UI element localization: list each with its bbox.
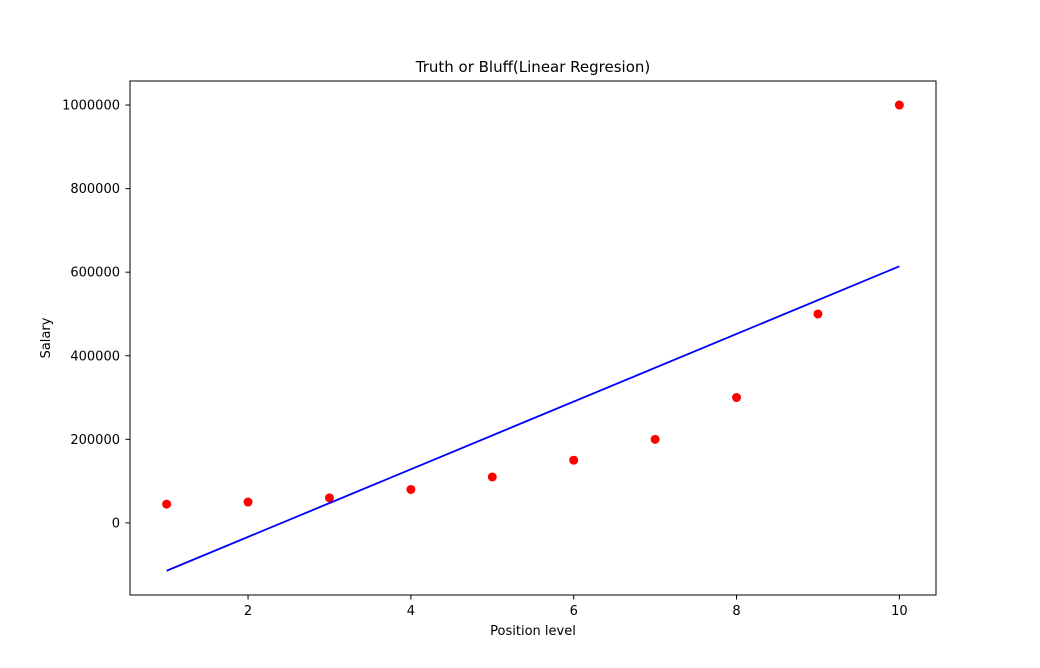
x-tick-label: 2 [244, 604, 252, 619]
y-tick-label: 0 [112, 516, 120, 531]
data-point-7 [650, 434, 660, 444]
x-axis-ticks: 2 4 6 8 10 [244, 595, 908, 619]
x-tick-label: 8 [732, 604, 740, 619]
y-axis-title: Salary [39, 317, 54, 358]
y-tick-label: 1000000 [62, 99, 120, 114]
regression-line [166, 265, 900, 572]
y-tick-label: 600000 [70, 266, 120, 281]
data-point-1 [162, 499, 172, 509]
x-tick-label: 6 [570, 604, 578, 619]
chart-title: Truth or Bluff(Linear Regresion) [415, 58, 651, 76]
data-point-2 [243, 497, 253, 507]
data-point-8 [732, 393, 742, 403]
plot-area [129, 80, 937, 596]
data-point-10 [894, 100, 904, 110]
y-tick-label: 200000 [70, 433, 120, 448]
y-axis-ticks: 0 200000 400000 600000 800000 1000000 [62, 99, 130, 531]
y-tick-label: 800000 [70, 182, 120, 197]
data-point-4 [406, 484, 416, 494]
data-point-9 [813, 309, 823, 319]
y-tick-label: 400000 [70, 349, 120, 364]
x-axis-title: Position level [490, 624, 576, 639]
data-point-6 [569, 455, 579, 465]
axes-frame [129, 80, 937, 596]
data-point-5 [487, 472, 497, 482]
data-point-3 [324, 493, 334, 503]
x-tick-label: 10 [891, 604, 908, 619]
x-tick-label: 4 [407, 604, 415, 619]
